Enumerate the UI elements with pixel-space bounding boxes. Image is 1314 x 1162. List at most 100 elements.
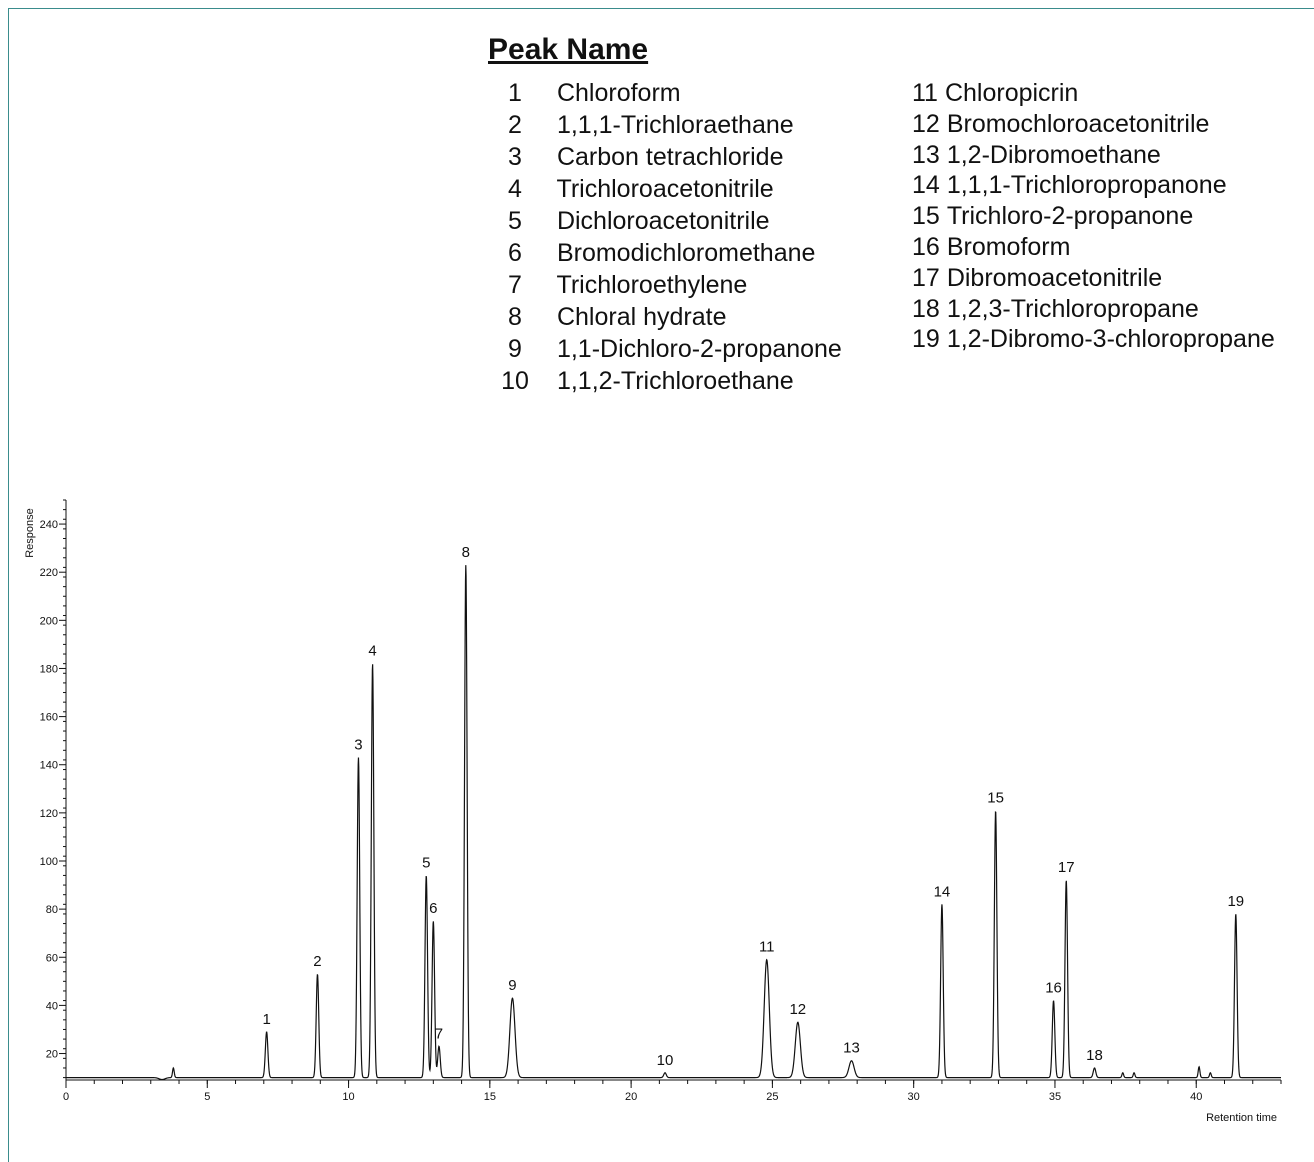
legend-entry: 1 Chloroform	[480, 77, 842, 109]
legend-entry-name: Chloropicrin	[944, 79, 1079, 107]
legend-entry-name: Bromodichloromethane	[556, 239, 816, 267]
peak-label: 9	[508, 977, 516, 994]
legend-entry: 12 Bromochloroacetonitrile	[912, 109, 1275, 140]
legend-entry-number: 15	[912, 202, 940, 231]
legend-entry-name: 1,1,1-Trichloraethane	[556, 111, 794, 139]
x-tick-label: 40	[1190, 1091, 1202, 1103]
legend-entry: 15 Trichloro-2-propanone	[912, 201, 1275, 232]
y-tick-label: 100	[40, 856, 58, 868]
y-tick-label: 200	[40, 615, 58, 627]
legend-entry-number: 14	[912, 171, 940, 200]
legend-entry-number: 1	[508, 79, 522, 107]
legend-entry-name: 1,2,3-Trichloropropane	[946, 294, 1199, 323]
y-tick-label: 60	[46, 952, 58, 964]
legend-entry-name: Dibromoacetonitrile	[946, 263, 1163, 292]
legend-entry: 18 1,2,3-Trichloropropane	[912, 294, 1275, 325]
peak-label: 7	[435, 1025, 443, 1042]
y-tick-label: 240	[40, 519, 58, 531]
legend-entry: 2 1,1,1-Trichloraethane	[480, 109, 842, 141]
x-axis-label: Retention time	[1206, 1112, 1277, 1124]
legend-column-1: 1 Chloroform 2 1,1,1-Trichloraethane 3 C…	[480, 77, 842, 397]
peak-label: 16	[1045, 980, 1062, 997]
legend-entry-name: Chloral hydrate	[556, 303, 727, 331]
figure-frame	[8, 8, 1314, 1162]
legend-entry: 11 Chloropicrin	[912, 78, 1275, 109]
x-tick-label: 15	[484, 1091, 496, 1103]
legend-entry: 7 Trichloroethylene	[480, 269, 842, 301]
legend-entry-name: 1,2-Dibromo-3-chloropropane	[946, 325, 1275, 354]
peak-label: 14	[934, 883, 951, 900]
legend-entry-number: 8	[508, 303, 522, 331]
legend-entry: 19 1,2-Dibromo-3-chloropropane	[912, 324, 1275, 355]
peak-label: 17	[1058, 859, 1075, 876]
legend-entry: 4 Trichloroacetonitrile	[480, 173, 842, 205]
legend-entry-number: 3	[508, 143, 522, 171]
legend-entry-number: 17	[912, 263, 940, 292]
legend-entry: 6 Bromodichloromethane	[480, 237, 842, 269]
legend-entry-name: Chloroform	[556, 79, 681, 107]
y-tick-label: 20	[46, 1049, 58, 1061]
x-tick-label: 20	[625, 1091, 637, 1103]
peak-label: 1	[262, 1011, 270, 1028]
legend-entry-number: 2	[508, 111, 522, 139]
x-tick-label: 5	[204, 1091, 210, 1103]
peak-label: 13	[843, 1040, 860, 1057]
peak-label: 15	[987, 789, 1004, 806]
legend-entry-number: 12	[912, 109, 940, 138]
legend-entry-number: 7	[508, 271, 522, 299]
peak-label: 6	[429, 900, 437, 917]
legend-entry: 3 Carbon tetrachloride	[480, 141, 842, 173]
x-tick-label: 25	[766, 1091, 778, 1103]
legend-entry-name: 1,1-Dichloro-2-propanone	[556, 335, 842, 363]
peak-label: 2	[313, 953, 321, 970]
legend-entry-number: 5	[508, 207, 522, 235]
legend-entry: 14 1,1,1-Trichloropropanone	[912, 170, 1275, 201]
x-tick-label: 30	[908, 1091, 920, 1103]
axes-group: 0 5 10 15 20 25 30 35 40204060801001201401601802…	[40, 499, 1282, 1103]
chromatogram-trace	[66, 565, 1281, 1081]
peak-label: 11	[759, 939, 775, 956]
y-tick-label: 120	[40, 808, 58, 820]
legend-entry: 5 Dichloroacetonitrile	[480, 205, 842, 237]
legend-entry-name: Bromoform	[946, 232, 1071, 261]
y-axis-label: Response	[24, 508, 36, 558]
legend-entry-number: 10	[501, 367, 529, 395]
legend-entry: 16 Bromoform	[912, 232, 1275, 263]
peak-label: 12	[789, 1001, 806, 1018]
legend-entry: 17 Dibromoacetonitrile	[912, 263, 1275, 294]
legend-entry: 13 1,2-Dibromoethane	[912, 140, 1275, 171]
y-tick-label: 140	[40, 760, 58, 772]
legend-entry-number: 6	[508, 239, 522, 267]
y-tick-label: 40	[46, 1000, 58, 1012]
legend-entry-number: 18	[912, 294, 940, 323]
y-tick-label: 160	[40, 712, 58, 724]
y-tick-label: 180	[40, 663, 58, 675]
legend-entry-name: Carbon tetrachloride	[556, 143, 784, 171]
legend-entry-number: 9	[508, 335, 522, 363]
legend-entry-name: Trichloroacetonitrile	[556, 175, 774, 203]
y-tick-label: 220	[40, 567, 58, 579]
peak-label: 4	[368, 643, 376, 660]
legend-entry-name: 1,1,1-Trichloropropanone	[946, 171, 1227, 200]
legend-entry-number: 11	[912, 79, 938, 107]
peak-label: 10	[657, 1052, 674, 1069]
peak-label: 8	[462, 544, 470, 561]
legend-entry-name: Trichloroethylene	[556, 271, 748, 299]
legend-entry-name: 1,2-Dibromoethane	[946, 140, 1161, 169]
legend-entry-name: Bromochloroacetonitrile	[946, 109, 1210, 138]
legend-entry-name: Dichloroacetonitrile	[556, 207, 770, 235]
legend-entry-name: Trichloro-2-propanone	[946, 202, 1194, 231]
legend-title: Peak Name	[488, 33, 649, 66]
legend-entry-number: 13	[912, 140, 940, 169]
legend-entry-name: 1,1,2-Trichloroethane	[556, 367, 794, 395]
legend-entry-number: 19	[912, 325, 940, 354]
x-tick-label: 35	[1049, 1091, 1061, 1103]
peak-label: 5	[422, 854, 430, 871]
legend-entry-number: 4	[508, 175, 522, 203]
legend-column-2: 11 Chloropicrin 12 Bromochloroacetonitrile…	[912, 78, 1275, 355]
x-tick-label: 10	[342, 1091, 354, 1103]
peak-label: 19	[1227, 893, 1244, 910]
peak-label: 18	[1086, 1047, 1103, 1064]
